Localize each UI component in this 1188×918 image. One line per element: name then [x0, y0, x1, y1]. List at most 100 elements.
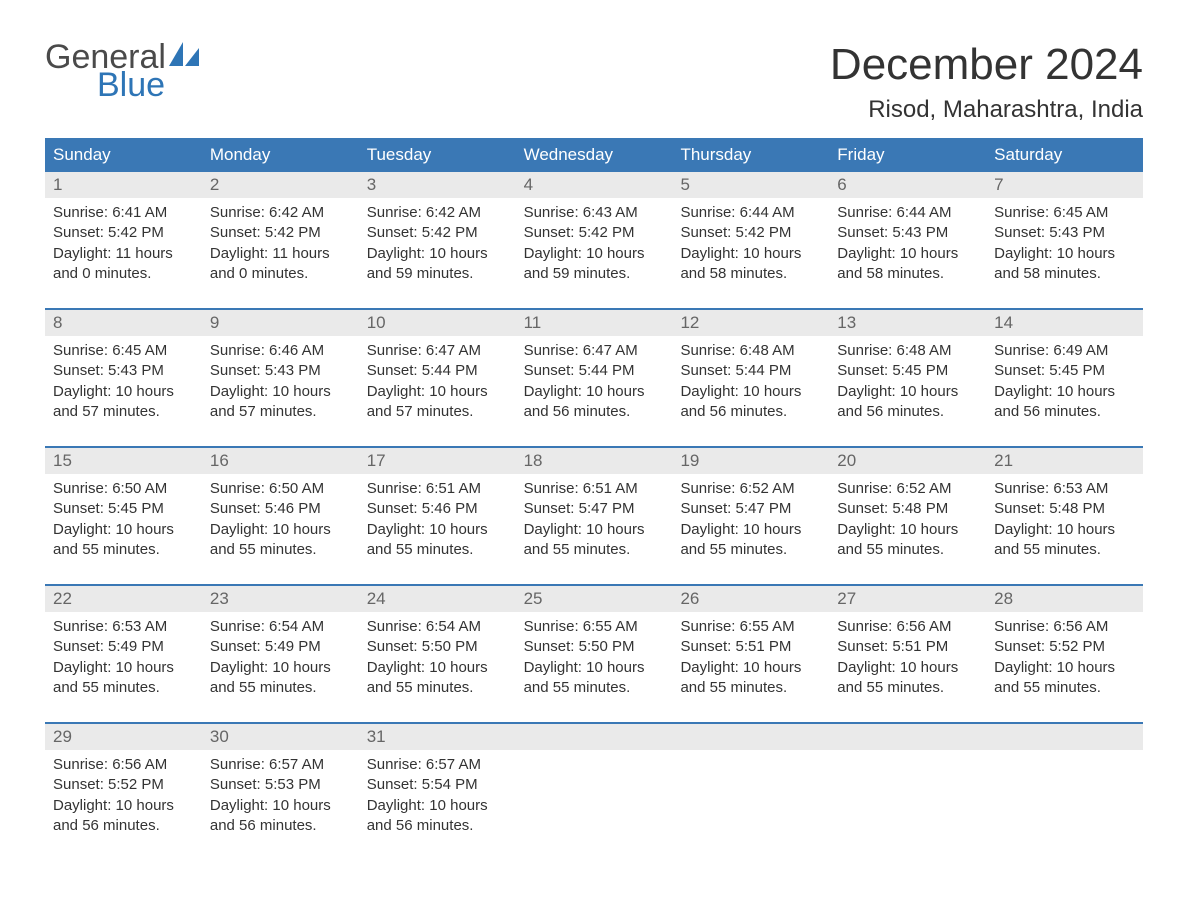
- day-number: 30: [202, 724, 359, 750]
- sunset-text: Sunset: 5:43 PM: [210, 361, 351, 381]
- daylight-line1: Daylight: 10 hours: [837, 244, 978, 264]
- day-number: 21: [986, 448, 1143, 474]
- day-number: 20: [829, 448, 986, 474]
- sunrise-text: Sunrise: 6:54 AM: [210, 617, 351, 637]
- weekday-label: Monday: [202, 138, 359, 172]
- day-number: 9: [202, 310, 359, 336]
- calendar-day: 15Sunrise: 6:50 AMSunset: 5:45 PMDayligh…: [45, 448, 202, 570]
- sunrise-text: Sunrise: 6:46 AM: [210, 341, 351, 361]
- sunrise-text: Sunrise: 6:44 AM: [837, 203, 978, 223]
- daylight-line1: Daylight: 10 hours: [680, 382, 821, 402]
- day-number: 14: [986, 310, 1143, 336]
- day-number: 15: [45, 448, 202, 474]
- daylight-line1: Daylight: 10 hours: [994, 520, 1135, 540]
- sunrise-text: Sunrise: 6:45 AM: [53, 341, 194, 361]
- daylight-line1: Daylight: 10 hours: [210, 658, 351, 678]
- daylight-line2: and 55 minutes.: [680, 678, 821, 698]
- sunrise-text: Sunrise: 6:52 AM: [837, 479, 978, 499]
- daylight-line2: and 56 minutes.: [524, 402, 665, 422]
- calendar-day: 7Sunrise: 6:45 AMSunset: 5:43 PMDaylight…: [986, 172, 1143, 294]
- day-number: 13: [829, 310, 986, 336]
- daylight-line1: Daylight: 10 hours: [210, 520, 351, 540]
- daylight-line1: Daylight: 10 hours: [367, 520, 508, 540]
- day-number: 4: [516, 172, 673, 198]
- daylight-line1: Daylight: 10 hours: [837, 520, 978, 540]
- sunset-text: Sunset: 5:45 PM: [994, 361, 1135, 381]
- sunset-text: Sunset: 5:46 PM: [210, 499, 351, 519]
- day-number: 25: [516, 586, 673, 612]
- calendar-day: [516, 724, 673, 846]
- sunrise-text: Sunrise: 6:43 AM: [524, 203, 665, 223]
- daylight-line2: and 57 minutes.: [367, 402, 508, 422]
- calendar-week: 29 Sunrise: 6:56 AMSunset: 5:52 PM Dayligh…: [45, 722, 1143, 846]
- sunrise-text: Sunrise: 6:42 AM: [367, 203, 508, 223]
- daylight-line2: and 55 minutes.: [210, 540, 351, 560]
- daylight-line2: and 57 minutes.: [210, 402, 351, 422]
- day-number: 11: [516, 310, 673, 336]
- daylight-line2: and 58 minutes.: [680, 264, 821, 284]
- day-number: 19: [672, 448, 829, 474]
- day-number: 24: [359, 586, 516, 612]
- day-number: 8: [45, 310, 202, 336]
- weekday-label: Saturday: [986, 138, 1143, 172]
- title-block: December 2024 Risod, Maharashtra, India: [830, 40, 1143, 124]
- weekday-label: Thursday: [672, 138, 829, 172]
- daylight-line2: and 0 minutes.: [53, 264, 194, 284]
- daylight-line1: Daylight: 10 hours: [524, 658, 665, 678]
- daylight-line1: Daylight: 10 hours: [524, 382, 665, 402]
- sunrise-text: Sunrise: 6:53 AM: [994, 479, 1135, 499]
- sunset-text: Sunset: 5:44 PM: [367, 361, 508, 381]
- daylight-line1: Daylight: 10 hours: [53, 520, 194, 540]
- sunrise-text: Sunrise: 6:48 AM: [680, 341, 821, 361]
- day-number: 27: [829, 586, 986, 612]
- calendar-day: 9Sunrise: 6:46 AMSunset: 5:43 PMDaylight…: [202, 310, 359, 432]
- daylight-line1: Daylight: 11 hours: [53, 244, 194, 264]
- sunset-text: Sunset: 5:52 PM: [53, 775, 194, 795]
- daylight-line1: Daylight: 10 hours: [367, 382, 508, 402]
- sunset-text: Sunset: 5:48 PM: [994, 499, 1135, 519]
- daylight-line1: Daylight: 10 hours: [367, 796, 508, 816]
- sunset-text: Sunset: 5:44 PM: [524, 361, 665, 381]
- daylight-line2: and 56 minutes.: [367, 816, 508, 836]
- weekday-label: Sunday: [45, 138, 202, 172]
- sunset-text: Sunset: 5:42 PM: [210, 223, 351, 243]
- calendar-day: 26Sunrise: 6:55 AMSunset: 5:51 PMDayligh…: [672, 586, 829, 708]
- daylight-line1: Daylight: 10 hours: [53, 382, 194, 402]
- sunset-text: Sunset: 5:47 PM: [524, 499, 665, 519]
- daylight-line2: and 58 minutes.: [994, 264, 1135, 284]
- daylight-line1: Daylight: 10 hours: [367, 658, 508, 678]
- day-number: 12: [672, 310, 829, 336]
- sunset-text: Sunset: 5:52 PM: [994, 637, 1135, 657]
- calendar-day: 10Sunrise: 6:47 AMSunset: 5:44 PMDayligh…: [359, 310, 516, 432]
- sunrise-text: Sunrise: 6:56 AM: [53, 755, 194, 775]
- calendar-day: 18Sunrise: 6:51 AMSunset: 5:47 PMDayligh…: [516, 448, 673, 570]
- daylight-line2: and 55 minutes.: [524, 540, 665, 560]
- daylight-line1: Daylight: 10 hours: [680, 244, 821, 264]
- daylight-line1: Daylight: 10 hours: [210, 796, 351, 816]
- sunset-text: Sunset: 5:46 PM: [367, 499, 508, 519]
- daylight-line2: and 55 minutes.: [53, 678, 194, 698]
- calendar-day: 1Sunrise: 6:41 AMSunset: 5:42 PMDaylight…: [45, 172, 202, 294]
- sunrise-text: Sunrise: 6:47 AM: [367, 341, 508, 361]
- sunset-text: Sunset: 5:49 PM: [53, 637, 194, 657]
- sunrise-text: Sunrise: 6:48 AM: [837, 341, 978, 361]
- sunrise-text: Sunrise: 6:51 AM: [367, 479, 508, 499]
- day-number: 7: [986, 172, 1143, 198]
- daylight-line2: and 59 minutes.: [367, 264, 508, 284]
- calendar-day: 5Sunrise: 6:44 AMSunset: 5:42 PMDaylight…: [672, 172, 829, 294]
- sunrise-text: Sunrise: 6:51 AM: [524, 479, 665, 499]
- daylight-line2: and 55 minutes.: [367, 678, 508, 698]
- weekday-label: Tuesday: [359, 138, 516, 172]
- daylight-line1: Daylight: 10 hours: [994, 658, 1135, 678]
- calendar-day: 6Sunrise: 6:44 AMSunset: 5:43 PMDaylight…: [829, 172, 986, 294]
- calendar-week: 1Sunrise: 6:41 AMSunset: 5:42 PMDaylight…: [45, 172, 1143, 294]
- sunrise-text: Sunrise: 6:44 AM: [680, 203, 821, 223]
- sunset-text: Sunset: 5:44 PM: [680, 361, 821, 381]
- calendar-week: 15Sunrise: 6:50 AMSunset: 5:45 PMDayligh…: [45, 446, 1143, 570]
- daylight-line1: Daylight: 10 hours: [994, 244, 1135, 264]
- daylight-line1: Daylight: 10 hours: [524, 520, 665, 540]
- day-number: 29: [45, 724, 202, 750]
- calendar-day: 30Sunrise: 6:57 AMSunset: 5:53 PMDayligh…: [202, 724, 359, 846]
- header: General Blue December 2024 Risod, Mahara…: [45, 40, 1143, 124]
- day-number: 26: [672, 586, 829, 612]
